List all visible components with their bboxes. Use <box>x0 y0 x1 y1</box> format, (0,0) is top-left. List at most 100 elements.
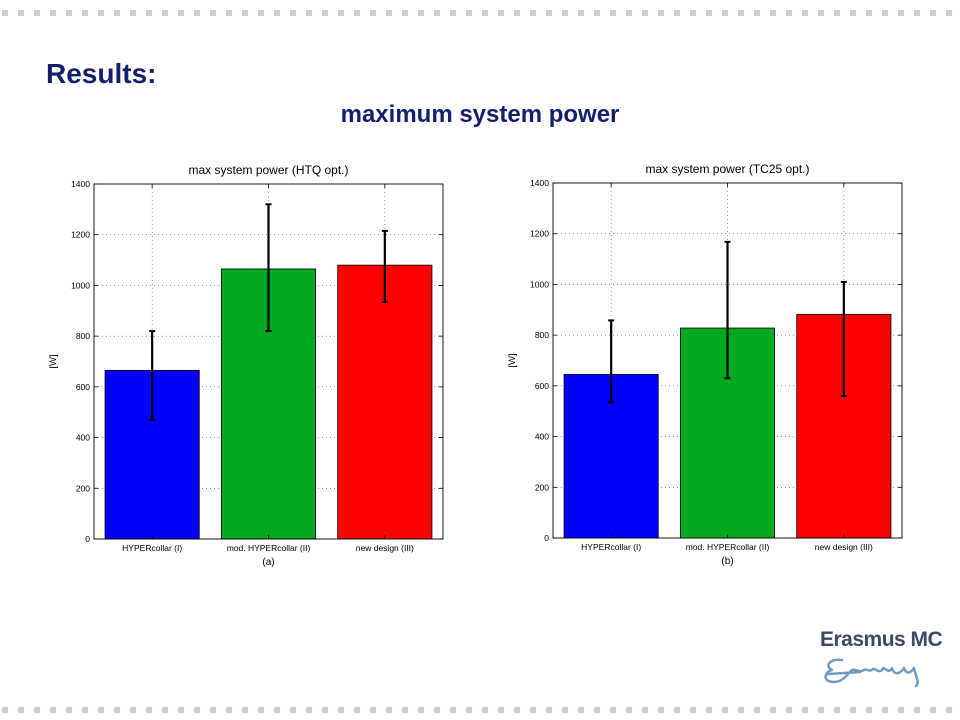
decor-dot <box>418 707 424 713</box>
decor-dot <box>642 10 648 16</box>
decor-dot <box>594 707 600 713</box>
decor-dot <box>370 707 376 713</box>
y-axis-label: [W] <box>48 354 59 368</box>
decor-dot <box>306 707 312 713</box>
decor-dot <box>882 707 888 713</box>
decor-dot <box>354 10 360 16</box>
decor-dot <box>162 707 168 713</box>
decor-dot <box>930 707 936 713</box>
decor-dot <box>690 707 696 713</box>
decor-dot <box>370 10 376 16</box>
decor-dot <box>322 707 328 713</box>
decor-dot <box>18 10 24 16</box>
decor-dot <box>498 10 504 16</box>
decor-dot <box>338 10 344 16</box>
decor-dot <box>610 707 616 713</box>
decor-dot <box>194 707 200 713</box>
x-tick-label: HYPERcollar (I) <box>581 542 641 552</box>
decor-dot <box>706 707 712 713</box>
y-tick-label: 1400 <box>71 179 90 189</box>
decor-dot <box>514 10 520 16</box>
decor-dot <box>242 10 248 16</box>
decor-dot <box>402 10 408 16</box>
decor-dot <box>850 10 856 16</box>
decor-dot <box>258 10 264 16</box>
decor-dot <box>786 707 792 713</box>
decor-dot <box>578 707 584 713</box>
decor-dot <box>50 10 56 16</box>
decor-dot <box>914 707 920 713</box>
decor-dot <box>194 10 200 16</box>
axes-frame <box>93 183 444 540</box>
top-decorative-dots <box>0 10 960 16</box>
decor-dot <box>434 707 440 713</box>
decor-dot <box>562 10 568 16</box>
decor-dot <box>82 707 88 713</box>
decor-dot <box>66 707 72 713</box>
decor-dot <box>658 707 664 713</box>
decor-dot <box>210 707 216 713</box>
decor-dot <box>210 10 216 16</box>
decor-dot <box>178 707 184 713</box>
decor-dot <box>770 10 776 16</box>
decor-dot <box>594 10 600 16</box>
slide-title: Results: <box>46 58 157 89</box>
decor-dot <box>82 10 88 16</box>
decor-dot <box>258 707 264 713</box>
decor-dot <box>482 10 488 16</box>
decor-dot <box>386 707 392 713</box>
bar-chart-htq: 0 200 400 600 800 1000 1200 1400 HYPERcollar (I)… <box>48 163 444 568</box>
y-tick-label: 1000 <box>530 279 549 289</box>
decor-dot <box>386 10 392 16</box>
decor-dot <box>290 707 296 713</box>
decor-dot <box>722 10 728 16</box>
x-axis-label: (a) <box>262 557 274 568</box>
erasmus-signature-icon <box>824 658 919 688</box>
decor-dot <box>898 10 904 16</box>
y-tick-label: 1200 <box>71 230 90 240</box>
decor-dot <box>226 707 232 713</box>
decor-dot <box>546 10 552 16</box>
y-tick-label: 200 <box>535 482 549 492</box>
decor-dot <box>98 10 104 16</box>
y-tick-label: 200 <box>76 483 90 493</box>
y-tick-label: 1200 <box>530 229 549 239</box>
decor-dot <box>418 10 424 16</box>
decor-dot <box>322 10 328 16</box>
y-tick-label: 0 <box>85 534 90 544</box>
decor-dot <box>802 10 808 16</box>
decor-dot <box>530 10 536 16</box>
decor-dot <box>274 10 280 16</box>
decor-dot <box>946 707 952 713</box>
decor-dot <box>658 10 664 16</box>
decor-dot <box>690 10 696 16</box>
decor-dot <box>866 707 872 713</box>
decor-dot <box>146 10 152 16</box>
decor-dot <box>834 707 840 713</box>
y-tick-label: 400 <box>76 433 90 443</box>
x-axis-label: (b) <box>721 556 733 567</box>
decor-dot <box>130 707 136 713</box>
decor-dot <box>626 10 632 16</box>
x-tick-label: mod. HYPERcollar (II) <box>227 543 311 553</box>
decor-dot <box>306 10 312 16</box>
axes-frame <box>552 182 903 539</box>
decor-dot <box>738 707 744 713</box>
bottom-decorative-dots <box>0 707 960 713</box>
y-tick-label: 0 <box>544 533 549 543</box>
decor-dot <box>66 10 72 16</box>
decor-dot <box>722 707 728 713</box>
decor-dot <box>898 707 904 713</box>
decor-dot <box>818 10 824 16</box>
decor-dot <box>466 707 472 713</box>
decor-dot <box>178 10 184 16</box>
decor-dot <box>98 707 104 713</box>
decor-dot <box>2 10 8 16</box>
decor-dot <box>274 707 280 713</box>
decor-dot <box>882 10 888 16</box>
x-tick-label: new design (III) <box>815 542 873 552</box>
decor-dot <box>834 10 840 16</box>
decor-dot <box>610 10 616 16</box>
decor-dot <box>754 707 760 713</box>
slide-subtitle: maximum system power <box>340 101 620 128</box>
